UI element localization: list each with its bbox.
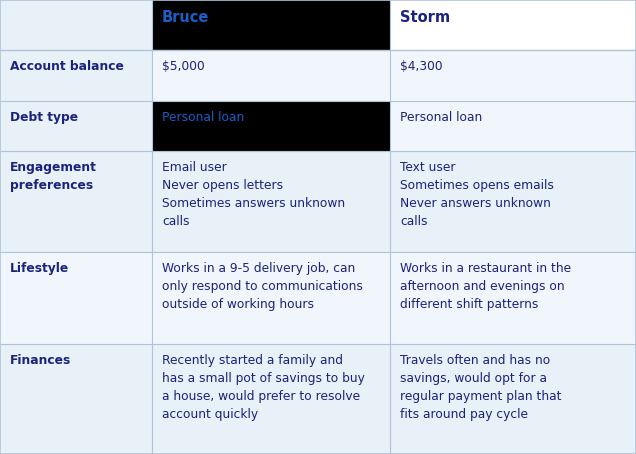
Text: Recently started a family and
has a small pot of savings to buy
a house, would p: Recently started a family and has a smal… <box>162 354 365 421</box>
Text: Finances: Finances <box>10 354 71 367</box>
Text: Account balance: Account balance <box>10 60 124 74</box>
Text: $5,000: $5,000 <box>162 60 205 74</box>
Bar <box>390 344 636 454</box>
Text: Lifestyle: Lifestyle <box>10 262 69 275</box>
Bar <box>390 151 636 252</box>
Bar <box>152 0 390 50</box>
Bar <box>0 50 152 101</box>
Text: Text user
Sometimes opens emails
Never answers unknown
calls: Text user Sometimes opens emails Never a… <box>400 161 554 228</box>
Text: Debt type: Debt type <box>10 111 78 124</box>
Bar <box>390 50 636 101</box>
Text: Works in a 9-5 delivery job, can
only respond to communications
outside of worki: Works in a 9-5 delivery job, can only re… <box>162 262 363 311</box>
Bar <box>152 50 390 101</box>
Bar <box>0 0 152 50</box>
Text: Bruce: Bruce <box>162 10 209 25</box>
Text: Email user
Never opens letters
Sometimes answers unknown
calls: Email user Never opens letters Sometimes… <box>162 161 345 228</box>
Bar <box>152 344 390 454</box>
Text: Personal loan: Personal loan <box>400 111 482 124</box>
Text: Engagement
preferences: Engagement preferences <box>10 161 97 192</box>
Bar <box>390 101 636 151</box>
Text: $4,300: $4,300 <box>400 60 443 74</box>
Bar <box>152 101 390 151</box>
Bar <box>0 344 152 454</box>
Text: Travels often and has no
savings, would opt for a
regular payment plan that
fits: Travels often and has no savings, would … <box>400 354 562 421</box>
Bar <box>152 252 390 344</box>
Bar <box>390 252 636 344</box>
Bar <box>0 151 152 252</box>
Bar <box>0 101 152 151</box>
Bar <box>390 0 636 50</box>
Bar <box>0 252 152 344</box>
Text: Personal loan: Personal loan <box>162 111 244 124</box>
Text: Storm: Storm <box>400 10 450 25</box>
Bar <box>152 151 390 252</box>
Text: Works in a restaurant in the
afternoon and evenings on
different shift patterns: Works in a restaurant in the afternoon a… <box>400 262 571 311</box>
